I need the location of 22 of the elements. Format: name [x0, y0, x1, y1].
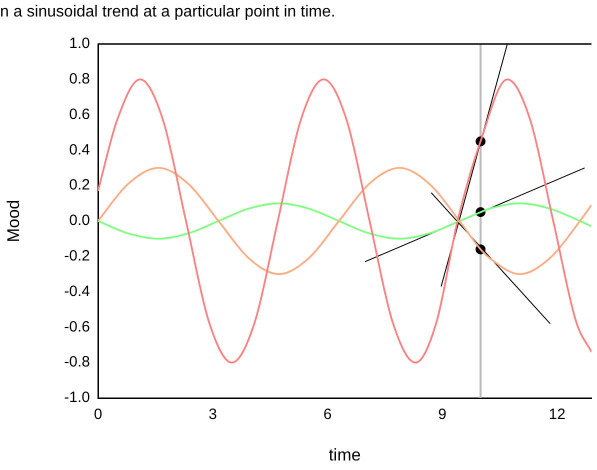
- x-tick-label: 12: [548, 406, 566, 424]
- line-series: [98, 202, 592, 240]
- y-tick-label: -0.8: [64, 354, 90, 371]
- y-tick-label: 0.6: [69, 106, 90, 123]
- y-tick-label: -0.2: [64, 248, 90, 265]
- y-tick-label: -0.4: [64, 282, 90, 300]
- x-tick-label: 0: [94, 406, 102, 424]
- y-tick-label: -1.0: [64, 389, 90, 406]
- line-series: [98, 167, 592, 275]
- y-tick-label: 0.8: [69, 70, 90, 88]
- y-tick-label: 0.0: [69, 212, 90, 230]
- chart-title: n a sinusoidal trend at a particular point in time.: [0, 3, 336, 20]
- y-tick-label: 1.0: [69, 35, 90, 52]
- x-tick-label: 9: [438, 406, 446, 424]
- y-axis-title: Mood: [4, 200, 23, 242]
- x-tick-label: 6: [323, 406, 332, 424]
- y-tick-label: 0.2: [69, 176, 90, 194]
- x-axis-title: time: [328, 445, 361, 464]
- y-tick-label: 0.4: [69, 141, 90, 158]
- y-tick-label: -0.6: [64, 318, 90, 336]
- line-series: [98, 78, 592, 364]
- x-tick-label: 3: [208, 406, 217, 424]
